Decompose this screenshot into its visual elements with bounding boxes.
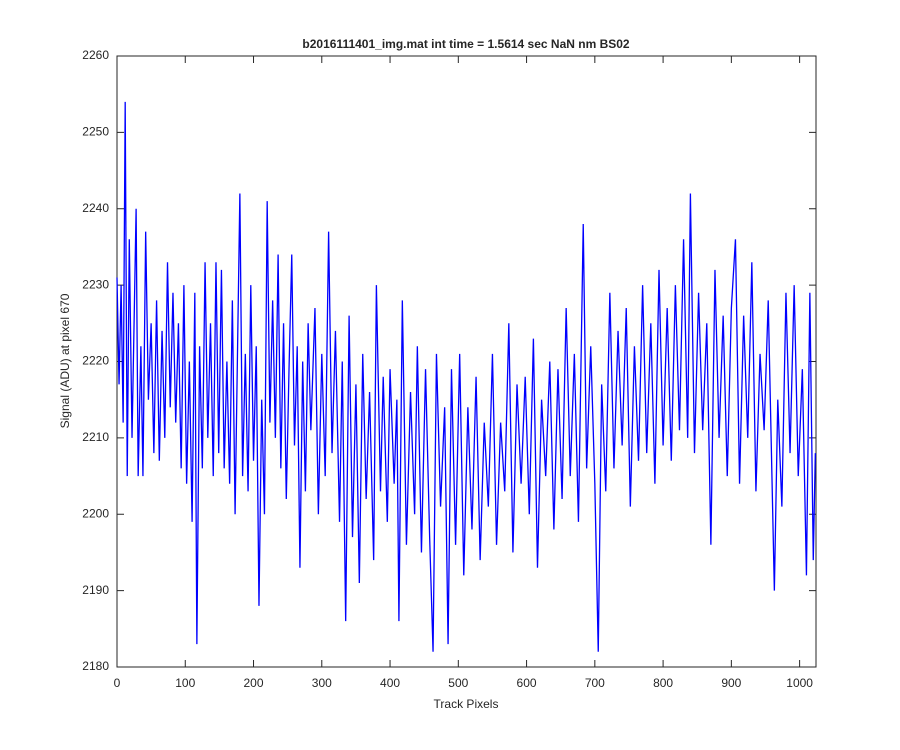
y-tick-label: 2250 xyxy=(82,125,109,139)
y-tick-label: 2220 xyxy=(82,354,109,368)
y-tick-label: 2200 xyxy=(82,506,109,520)
y-tick-label: 2260 xyxy=(82,48,109,62)
x-axis-label: Track Pixels xyxy=(434,697,499,711)
y-axis-label: Signal (ADU) at pixel 670 xyxy=(58,293,72,428)
y-tick-label: 2210 xyxy=(82,430,109,444)
x-tick-label: 500 xyxy=(448,676,468,690)
x-tick-label: 600 xyxy=(517,676,537,690)
x-tick-label: 800 xyxy=(653,676,673,690)
x-tick-label: 400 xyxy=(380,676,400,690)
x-tick-label: 900 xyxy=(721,676,741,690)
y-tick-label: 2180 xyxy=(82,659,109,673)
x-tick-label: 1000 xyxy=(786,676,813,690)
axes-box xyxy=(116,55,817,668)
y-tick-label: 2190 xyxy=(82,583,109,597)
x-tick-label: 0 xyxy=(114,676,121,690)
x-tick-label: 300 xyxy=(312,676,332,690)
chart-title: b2016111401_img.mat int time = 1.5614 se… xyxy=(302,37,630,51)
x-tick-label: 200 xyxy=(244,676,264,690)
y-tick-label: 2240 xyxy=(82,201,109,215)
y-tick-label: 2230 xyxy=(82,277,109,291)
x-tick-label: 700 xyxy=(585,676,605,690)
data-line xyxy=(116,101,816,652)
x-tick-label: 100 xyxy=(175,676,195,690)
